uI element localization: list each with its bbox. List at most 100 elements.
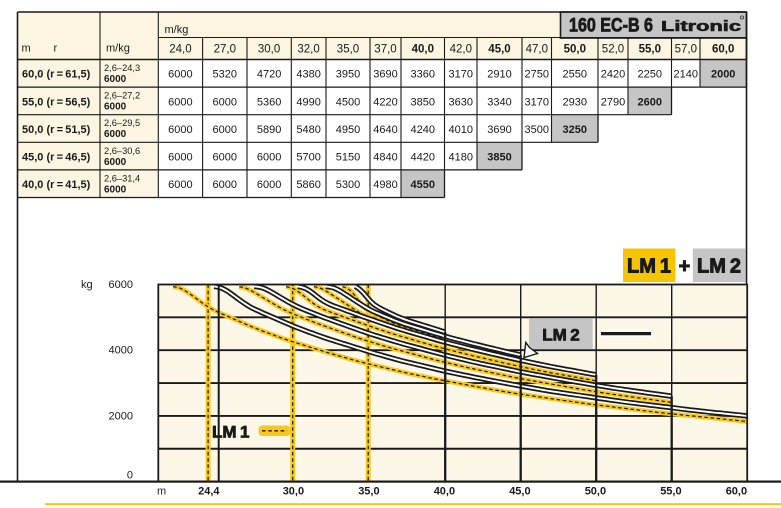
svg-text:2790: 2790 [601,96,625,108]
svg-text:4640: 4640 [373,124,397,136]
svg-text:LM 2: LM 2 [542,326,579,345]
svg-text:3170: 3170 [449,69,473,81]
svg-text:6000: 6000 [213,152,237,164]
svg-text:5360: 5360 [257,96,281,108]
svg-text:4000: 4000 [109,345,133,357]
svg-text:24,0: 24,0 [169,44,191,56]
svg-text:m/kg: m/kg [165,24,189,36]
svg-text:2930: 2930 [563,96,587,108]
svg-text:6000: 6000 [168,152,192,164]
svg-text:27,0: 27,0 [214,44,236,56]
svg-text:2750: 2750 [525,69,549,81]
svg-text:4380: 4380 [296,69,320,81]
svg-text:m/kg: m/kg [106,43,130,55]
svg-text:6000: 6000 [168,179,192,191]
svg-text:6000: 6000 [168,96,192,108]
svg-text:35,0: 35,0 [337,44,359,56]
svg-text:6000: 6000 [104,157,127,168]
svg-text:3850: 3850 [487,152,511,164]
svg-text:40,0: 40,0 [412,44,434,56]
svg-text:kg: kg [81,279,93,291]
svg-text:LM 1: LM 1 [627,256,671,278]
svg-text:3850: 3850 [411,96,435,108]
svg-text:35,0: 35,0 [358,486,379,498]
svg-text:60,0 (r = 61,5): 60,0 (r = 61,5) [22,69,91,81]
svg-text:5320: 5320 [213,69,237,81]
svg-text:3170: 3170 [525,96,549,108]
svg-text:40,0: 40,0 [434,486,455,498]
svg-text:4840: 4840 [373,152,397,164]
svg-text:+: + [679,256,691,278]
svg-text:30,0: 30,0 [258,44,280,56]
svg-text:50,0 (r = 51,5): 50,0 (r = 51,5) [22,124,91,136]
svg-text:6000: 6000 [104,102,127,113]
svg-text:60,0: 60,0 [726,486,747,498]
svg-text:5300: 5300 [336,179,360,191]
svg-text:2140: 2140 [674,69,698,81]
svg-text:2910: 2910 [487,69,511,81]
svg-text:50,0: 50,0 [564,44,586,56]
svg-text:5700: 5700 [296,152,320,164]
svg-text:4550: 4550 [411,179,435,191]
svg-text:4950: 4950 [336,124,360,136]
svg-text:2000: 2000 [711,69,735,81]
svg-text:2250: 2250 [638,69,662,81]
svg-text:0: 0 [127,470,133,482]
svg-text:52,0: 52,0 [602,44,624,56]
svg-text:2,6–27,2: 2,6–27,2 [104,91,140,101]
svg-text:2,6–29,5: 2,6–29,5 [104,118,140,128]
svg-text:30,0: 30,0 [283,486,304,498]
svg-text:6000: 6000 [104,184,127,195]
svg-text:6000: 6000 [104,74,127,85]
svg-text:47,0: 47,0 [526,44,548,56]
svg-text:5480: 5480 [296,124,320,136]
svg-text:37,0: 37,0 [374,44,396,56]
svg-text:4220: 4220 [373,96,397,108]
svg-text:42,0: 42,0 [450,44,472,56]
svg-text:2,6–30,6: 2,6–30,6 [104,146,140,156]
svg-text:6000: 6000 [168,124,192,136]
svg-text:160 EC-B 6: 160 EC-B 6 [569,15,653,37]
svg-text:2,6–24,3: 2,6–24,3 [104,63,140,73]
svg-text:32,0: 32,0 [297,44,319,56]
svg-text:6000: 6000 [257,179,281,191]
svg-text:4010: 4010 [449,124,473,136]
svg-text:4980: 4980 [373,179,397,191]
svg-text:m: m [22,43,31,55]
svg-text:6000: 6000 [213,179,237,191]
svg-text:2420: 2420 [601,69,625,81]
svg-text:60,0: 60,0 [712,44,734,56]
svg-text:3630: 3630 [449,96,473,108]
svg-text:24,4: 24,4 [198,486,220,498]
svg-text:6000: 6000 [213,124,237,136]
svg-text:55,0: 55,0 [639,44,661,56]
svg-text:4180: 4180 [449,152,473,164]
svg-text:50,0: 50,0 [585,486,606,498]
svg-text:57,0: 57,0 [675,44,697,56]
svg-text:3360: 3360 [411,69,435,81]
svg-text:6000: 6000 [168,69,192,81]
svg-text:40,0 (r = 41,5): 40,0 (r = 41,5) [22,179,91,191]
svg-text:2550: 2550 [563,69,587,81]
svg-text:3690: 3690 [487,124,511,136]
svg-text:3950: 3950 [336,69,360,81]
svg-text:4720: 4720 [257,69,281,81]
svg-text:3500: 3500 [525,124,549,136]
svg-text:LM 1: LM 1 [212,423,249,442]
svg-text:4420: 4420 [411,152,435,164]
svg-text:4500: 4500 [336,96,360,108]
svg-text:5890: 5890 [257,124,281,136]
svg-text:45,0: 45,0 [488,44,510,56]
svg-text:3250: 3250 [563,124,587,136]
svg-text:5860: 5860 [296,179,320,191]
svg-text:6000: 6000 [257,152,281,164]
svg-text:Litronic: Litronic [661,19,741,35]
svg-text:4990: 4990 [296,96,320,108]
svg-text:5150: 5150 [336,152,360,164]
svg-text:3340: 3340 [487,96,511,108]
svg-text:45,0 (r = 46,5): 45,0 (r = 46,5) [22,152,91,164]
svg-text:2600: 2600 [638,96,662,108]
svg-text:2000: 2000 [109,410,133,422]
svg-text:45,0: 45,0 [509,486,530,498]
svg-text:6000: 6000 [104,129,127,140]
